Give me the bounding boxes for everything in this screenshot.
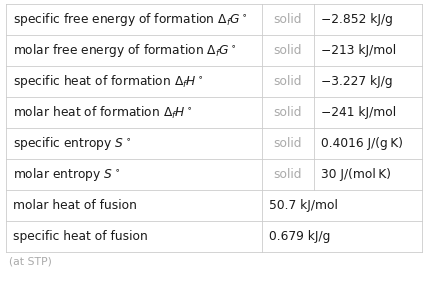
Text: solid: solid — [273, 106, 302, 119]
Text: solid: solid — [273, 13, 302, 26]
Text: specific heat of fusion: specific heat of fusion — [13, 230, 148, 243]
Text: −2.852 kJ/g: −2.852 kJ/g — [321, 13, 393, 26]
Text: solid: solid — [273, 137, 302, 150]
Text: 0.4016 J/(g K): 0.4016 J/(g K) — [321, 137, 403, 150]
Text: specific entropy $S^\circ$: specific entropy $S^\circ$ — [13, 135, 131, 152]
Text: 0.679 kJ/g: 0.679 kJ/g — [269, 230, 330, 243]
Text: −241 kJ/mol: −241 kJ/mol — [321, 106, 396, 119]
Text: 50.7 kJ/mol: 50.7 kJ/mol — [269, 199, 338, 212]
Text: solid: solid — [273, 44, 302, 57]
Text: (at STP): (at STP) — [9, 257, 52, 267]
Text: solid: solid — [273, 75, 302, 88]
Text: 30 J/(mol K): 30 J/(mol K) — [321, 168, 391, 181]
Text: −213 kJ/mol: −213 kJ/mol — [321, 44, 396, 57]
Text: molar heat of formation $\Delta_f H^\circ$: molar heat of formation $\Delta_f H^\cir… — [13, 104, 193, 120]
Text: solid: solid — [273, 168, 302, 181]
Text: specific heat of formation $\Delta_f H^\circ$: specific heat of formation $\Delta_f H^\… — [13, 73, 204, 90]
Text: −3.227 kJ/g: −3.227 kJ/g — [321, 75, 392, 88]
Text: molar entropy $S^\circ$: molar entropy $S^\circ$ — [13, 166, 120, 183]
Text: molar heat of fusion: molar heat of fusion — [13, 199, 137, 212]
Text: molar free energy of formation $\Delta_f G^\circ$: molar free energy of formation $\Delta_f… — [13, 42, 237, 59]
Text: specific free energy of formation $\Delta_f G^\circ$: specific free energy of formation $\Delt… — [13, 11, 247, 28]
